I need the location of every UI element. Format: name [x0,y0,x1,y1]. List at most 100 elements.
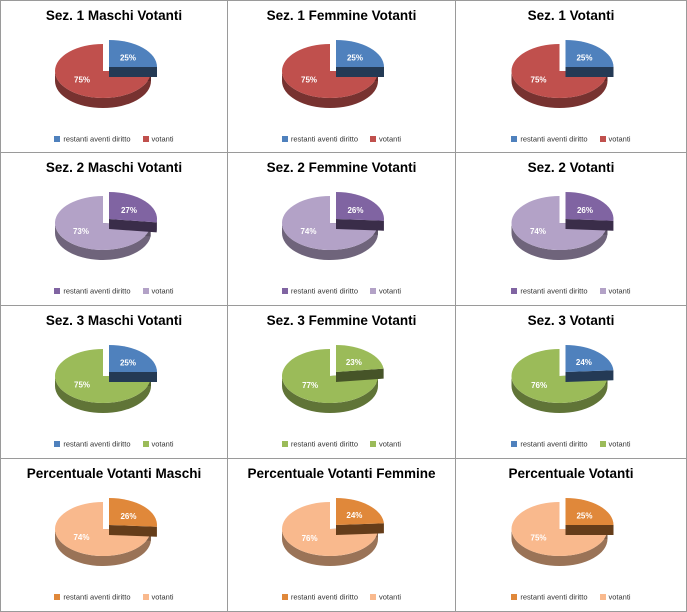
legend-item: restanti aventi diritto [54,439,131,449]
data-label-restanti: 26% [347,206,363,215]
slice-side-restanti [109,525,157,537]
legend-label: votanti [151,134,174,144]
pie-chart: 25% 75% [511,40,614,108]
slice-votanti [511,196,608,250]
data-label-restanti: 23% [346,358,362,367]
legend-label: votanti [608,286,631,296]
legend-label: restanti aventi diritto [290,439,358,449]
pie-chart: 25% 75% [511,498,614,566]
slice-restanti [109,192,158,223]
legend-label: votanti [151,286,174,296]
chart-panel: Sez. 3 Femmine Votanti 23% 77% restanti ave… [228,306,456,459]
pie-chart: 25% 75% [55,345,157,413]
legend-item: votanti [142,286,174,296]
chart-title: Sez. 1 Votanti [527,8,615,23]
legend-item: votanti [599,592,631,602]
data-label-votanti: 73% [73,227,89,236]
chart-legend: restanti aventi diritto votanti [1,439,227,449]
chart-legend: restanti aventi diritto votanti [1,286,227,296]
slice-side-votanti [55,71,151,108]
legend-item: votanti [142,134,174,144]
slice-restanti [565,345,614,372]
slice-side-votanti [511,223,608,261]
slice-restanti [336,345,384,372]
legend-label: votanti [379,286,402,296]
data-label-votanti: 74% [73,533,89,542]
slice-restanti [109,498,157,527]
slice-votanti [282,196,378,250]
slice-side-votanti [282,529,378,566]
legend-item: restanti aventi diritto [54,286,131,296]
chart-panel: Sez. 3 Votanti 24% 76% restanti aventi diri… [456,306,687,459]
chart-panel: Sez. 1 Maschi Votanti 25% 75% restanti aven… [0,0,228,153]
legend-label: votanti [608,134,631,144]
slice-restanti [336,40,384,67]
data-label-restanti: 27% [121,206,137,215]
slice-restanti [565,498,614,525]
pie-chart: 26% 74% [282,192,384,261]
slice-side-votanti [282,376,378,413]
pie-chart: 25% 75% [55,40,157,108]
slice-side-votanti [55,529,151,566]
legend-item: votanti [142,439,174,449]
slice-side-restanti [336,67,384,77]
legend-label: votanti [151,592,174,602]
slice-restanti [336,498,384,525]
legend-label: restanti aventi diritto [63,134,131,144]
slice-restanti [565,192,614,221]
chart-legend: restanti aventi diritto votanti [228,439,455,449]
chart-panel: Sez. 2 Votanti 26% 74% restanti aventi diri… [456,153,687,306]
data-label-votanti: 75% [301,76,317,85]
data-label-votanti: 77% [302,381,318,390]
legend-label: votanti [379,592,402,602]
legend-label: restanti aventi diritto [290,134,358,144]
slice-votanti [282,349,378,403]
chart-title: Percentuale Votanti Femmine [247,466,436,481]
data-label-votanti: 74% [530,227,546,236]
slice-restanti [336,192,384,221]
chart-panel: Percentuale Votanti 25% 75% restanti aventi… [456,459,687,612]
data-label-votanti: 75% [531,534,547,543]
data-label-votanti: 75% [74,381,90,390]
legend-item: votanti [370,134,401,144]
legend-swatch [511,136,518,143]
slice-votanti [55,44,151,98]
chart-title: Sez. 2 Maschi Votanti [45,160,183,175]
legend-swatch [142,441,149,448]
legend-item: restanti aventi diritto [54,134,131,144]
legend-item: restanti aventi diritto [511,286,588,296]
legend-item: restanti aventi diritto [511,134,588,144]
data-label-restanti: 26% [577,206,593,215]
slice-side-restanti [565,370,614,382]
legend-swatch [599,594,606,601]
chart-legend: restanti aventi diritto votanti [456,592,686,602]
slice-restanti [109,40,157,67]
legend-label: restanti aventi diritto [520,439,588,449]
legend-swatch [281,136,288,143]
chart-title: Sez. 2 Femmine Votanti [266,160,417,175]
legend-swatch [54,441,61,448]
legend-label: votanti [379,439,402,449]
chart-legend: restanti aventi diritto votanti [1,592,227,602]
legend-item: restanti aventi diritto [511,592,588,602]
chart-panel: Sez. 1 Votanti 25% 75% restanti aventi diri… [456,0,687,153]
legend-swatch [370,136,376,143]
slice-side-restanti [565,219,614,231]
data-label-votanti: 75% [531,76,547,85]
pie-chart: 24% 76% [511,345,614,413]
legend-label: votanti [608,592,631,602]
legend-swatch [142,594,149,601]
legend-swatch [511,594,518,601]
chart-title: Sez. 3 Maschi Votanti [45,313,183,328]
chart-legend: restanti aventi diritto votanti [456,439,686,449]
legend-label: restanti aventi diritto [520,134,588,144]
data-label-restanti: 25% [120,358,136,367]
pie-chart: 25% 75% [282,40,384,108]
legend-swatch [142,288,149,295]
legend-item: restanti aventi diritto [281,286,358,296]
legend-swatch [370,288,376,295]
slice-side-restanti [336,368,384,382]
data-label-restanti: 25% [576,511,592,520]
slice-side-restanti [565,67,614,77]
